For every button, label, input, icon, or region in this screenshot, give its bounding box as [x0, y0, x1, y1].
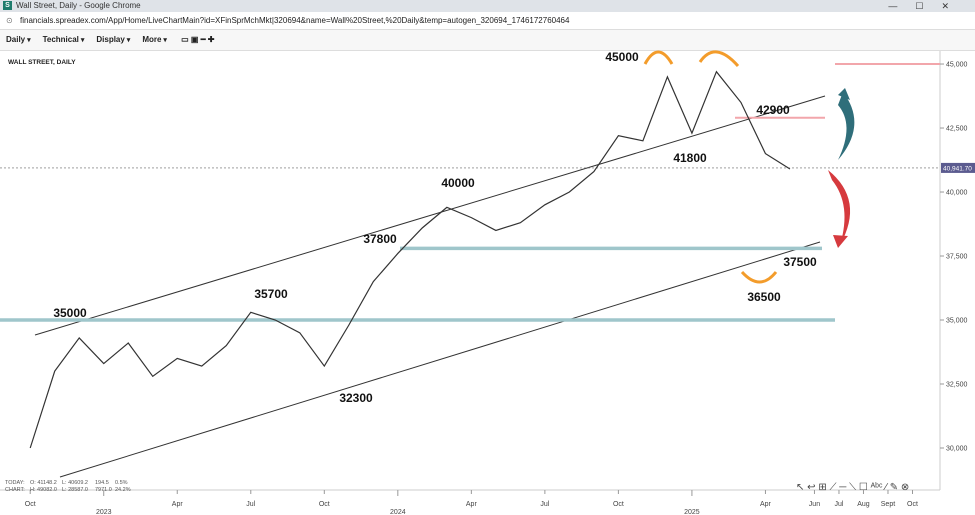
top-arc	[698, 50, 740, 67]
plot-area	[0, 51, 940, 490]
x-tick-label: Apr	[172, 501, 184, 508]
stat-text: CHART:	[5, 487, 25, 493]
drawing-tools[interactable]: ↖ ↩ ⊞ ⟋ ─ ⟍ ☐ ᴬᵇᶜ ∕ ✎ ⊗	[796, 482, 909, 493]
x-tick-label: Jul	[246, 501, 255, 508]
price-annotation: 37500	[783, 255, 817, 269]
y-tick-label: 35,000	[946, 318, 968, 325]
top-arc	[643, 50, 674, 65]
x-tick-label: Jun	[809, 501, 820, 508]
y-tick-label: 45,000	[946, 62, 968, 69]
stat-text: 7971.0	[95, 487, 112, 493]
stat-text: 0.5%	[115, 480, 128, 486]
menu-button[interactable]: Technical	[43, 35, 85, 44]
x-tick-label: Apr	[466, 501, 478, 508]
stat-text: L: 40609.2	[62, 480, 88, 486]
x-tick-label: Jul	[834, 501, 843, 508]
bottom-arc	[740, 270, 778, 284]
x-tick-label: Oct	[25, 501, 36, 508]
arrow-up	[838, 92, 855, 160]
price-annotation: 35000	[53, 306, 87, 320]
menu-button[interactable]: Daily	[6, 35, 31, 44]
window-title: Wall Street, Daily - Google Chrome	[16, 1, 141, 10]
menu-button[interactable]: Display	[96, 35, 130, 44]
price-annotation: 32300	[339, 391, 373, 405]
arrow-down	[828, 170, 851, 245]
x-tick-label: Oct	[319, 501, 330, 508]
y-tick-label: 37,500	[946, 254, 968, 261]
url[interactable]: financials.spreadex.com/App/Home/LiveCha…	[20, 16, 570, 25]
price-annotation: 37800	[363, 232, 397, 246]
window-controls[interactable]: —☐✕	[888, 1, 967, 11]
x-tick-label: Sept	[881, 501, 895, 508]
stat-text: L: 28587.0	[62, 487, 88, 493]
y-tick-label: 30,000	[946, 445, 968, 452]
stat-text: TODAY:	[5, 480, 25, 486]
arrow-head	[838, 88, 850, 100]
title-bar: S Wall Street, Daily - Google Chrome —☐✕	[0, 0, 975, 12]
price-annotation: 41800	[673, 151, 707, 165]
price-annotation: 35700	[254, 287, 288, 301]
x-year-label: 2024	[390, 509, 406, 515]
last-price-label: 40,941.70	[943, 165, 972, 172]
site-info-icon[interactable]: ⊙	[6, 16, 13, 25]
y-tick-label: 42,500	[946, 126, 968, 133]
app-icon: S	[3, 1, 12, 10]
price-annotation: 40000	[441, 176, 475, 190]
channel-lower	[59, 241, 821, 478]
stat-text: 24.2%	[115, 487, 131, 493]
x-tick-label: Oct	[613, 501, 624, 508]
x-year-label: 2025	[684, 509, 700, 515]
toolbar-icons[interactable]: ▭ ▣ ━ ✚	[181, 35, 215, 44]
menu-button[interactable]: More	[142, 35, 167, 44]
price-line	[29, 70, 791, 449]
toolbar: Daily Technical Display More ▭ ▣ ━ ✚	[0, 30, 975, 51]
x-tick-label: Apr	[760, 501, 772, 508]
last-price-box	[941, 162, 975, 173]
y-tick-label: 40,000	[946, 190, 968, 197]
x-tick-label: Aug	[857, 501, 870, 508]
stat-text: O: 41148.2	[30, 480, 57, 486]
channel-upper	[34, 95, 826, 336]
chart-title: WALL STREET, DAILY	[8, 59, 76, 66]
y-tick-label: 32,500	[946, 382, 968, 389]
x-tick-label: Jul	[540, 501, 549, 508]
arrow-head	[833, 235, 848, 248]
stat-text: H: 49082.0	[30, 487, 57, 493]
stat-text: 194.5	[95, 480, 109, 486]
price-annotation: 36500	[747, 290, 781, 304]
price-annotation: 45000	[605, 50, 639, 64]
x-tick-label: Oct	[907, 501, 918, 508]
price-annotation: 42900	[756, 103, 790, 117]
address-bar[interactable]: ⊙ financials.spreadex.com/App/Home/LiveC…	[0, 12, 975, 30]
x-year-label: 2023	[96, 509, 112, 515]
